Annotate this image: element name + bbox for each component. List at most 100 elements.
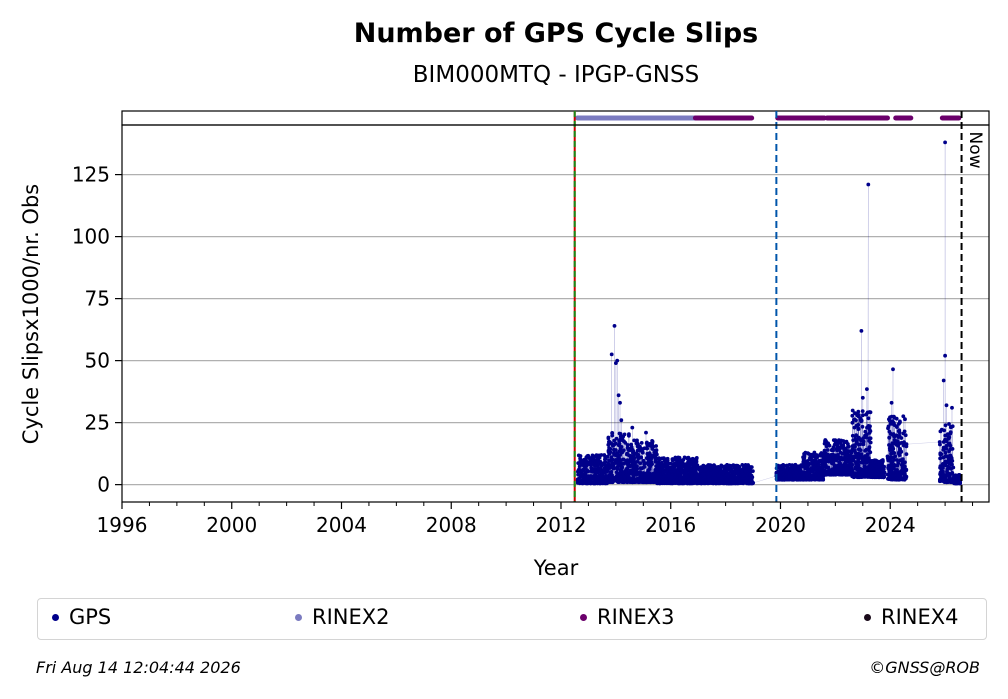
gps-data-point [957, 473, 962, 477]
gps-data-point [858, 442, 862, 447]
gps-data-point [902, 429, 907, 434]
gps-data-point [944, 446, 949, 451]
axes: 1996 2000 2004 2008 2012 2016 2020 2024 0 25 50 75 1… [72, 124, 990, 537]
gps-data-point [632, 438, 637, 443]
legend-label: RINEX4 [881, 605, 959, 629]
gps-data-point [617, 442, 622, 446]
gps-data-point [895, 439, 900, 443]
gps-data-point [847, 444, 851, 449]
x-tick-label: 1996 [97, 513, 148, 537]
gps-data-point [606, 442, 611, 447]
gps-data-point [841, 443, 846, 448]
gps-data-point [856, 427, 861, 431]
y-tick-label: 25 [85, 411, 110, 435]
gps-data-point [860, 424, 865, 429]
gps-data-point [831, 448, 835, 453]
gps-data-point [899, 436, 904, 440]
gps-data-point [866, 416, 871, 421]
gps-data-point [694, 456, 699, 460]
legend-label: RINEX2 [312, 605, 390, 629]
gps-data-point [825, 448, 830, 452]
gps-data-point [654, 448, 659, 453]
x-tick-label: 2000 [206, 513, 257, 537]
gps-data-point [903, 433, 908, 438]
grid-lines [122, 174, 989, 486]
gps-data-point [950, 405, 954, 410]
gps-data-point [826, 465, 831, 470]
gps-data-point [940, 466, 945, 470]
gps-data-point [802, 453, 807, 458]
gps-data-point [950, 459, 955, 463]
gps-data-point [865, 387, 869, 391]
x-tick-label: 2012 [536, 513, 587, 537]
rinex-bar-strip [121, 110, 990, 126]
gps-data-point [863, 429, 868, 434]
chart-legend: GPS RINEX2 RINEX3 RINEX4 [37, 598, 987, 640]
gps-data-point [856, 463, 861, 468]
gps-data-point [887, 435, 892, 440]
x-axis-label: Year [533, 556, 579, 580]
plot-frame [121, 124, 990, 503]
gps-data-point [857, 413, 861, 417]
gps-data-point [644, 430, 648, 435]
gps-data-point [868, 450, 873, 455]
gps-data-point [638, 461, 643, 466]
x-tick-label: 2004 [316, 513, 367, 537]
gps-data-point [904, 474, 909, 479]
gps-data-point [943, 140, 947, 145]
gps-data-point [615, 358, 620, 363]
gps-data-point [856, 409, 861, 414]
gps-data-point [891, 446, 896, 451]
legend-item-rinex2: RINEX2 [295, 605, 390, 629]
gps-data-point [948, 430, 953, 435]
gps-data-point [584, 464, 589, 468]
gps-data-point [610, 433, 615, 438]
gps-data-point [640, 450, 645, 455]
gps-data-point [861, 439, 866, 444]
chart-subtitle: BIM000MTQ - IPGP-GNSS [413, 62, 699, 88]
gps-data-point [625, 443, 630, 448]
gps-data-point [903, 460, 907, 465]
gps-data-point [750, 475, 755, 479]
gps-data-point [899, 449, 904, 454]
legend-marker [864, 613, 871, 621]
y-tick-label: 75 [85, 287, 110, 311]
legend-label: GPS [69, 605, 112, 629]
gps-data-point [866, 182, 871, 187]
gps-data-point [854, 438, 859, 442]
gps-data-point [599, 453, 604, 457]
gps-data-point [614, 448, 618, 452]
gps-data-point [614, 441, 618, 446]
gps-data-point [850, 469, 855, 473]
gps-data-point [632, 455, 637, 460]
gps-data-point [938, 442, 942, 447]
gps-data-point [897, 430, 902, 435]
gps-data-point [892, 463, 897, 467]
gps-data-point [686, 455, 691, 460]
gps-data-point [882, 464, 886, 469]
gps-data-point [635, 459, 640, 464]
footer-copyright: ©GNSS@ROB [869, 658, 980, 677]
gps-data-point [950, 447, 955, 451]
gps-data-point [882, 470, 887, 475]
y-axis-label: Cycle Slipsx1000/nr. Obs [19, 184, 43, 444]
gps-data-point [882, 475, 887, 479]
gps-data-point [610, 457, 615, 462]
gps-data-point [635, 464, 639, 468]
gps-data-point [859, 329, 864, 333]
gps-data-point [896, 461, 901, 466]
legend-item-rinex4: RINEX4 [864, 605, 959, 629]
gps-data-point [950, 462, 954, 467]
gps-data-point [751, 481, 755, 485]
gps-data-point [894, 416, 899, 421]
gps-data-point [868, 410, 873, 415]
gps-data-point [850, 463, 854, 467]
legend-marker [580, 613, 587, 621]
gps-data-point [942, 428, 947, 433]
gps-data-point [947, 435, 952, 440]
footer-timestamp: Fri Aug 14 12:04:44 2026 [36, 658, 241, 677]
gps-data-point [947, 422, 951, 426]
gps-data-point [815, 455, 819, 460]
y-tick-label: 0 [97, 473, 110, 497]
